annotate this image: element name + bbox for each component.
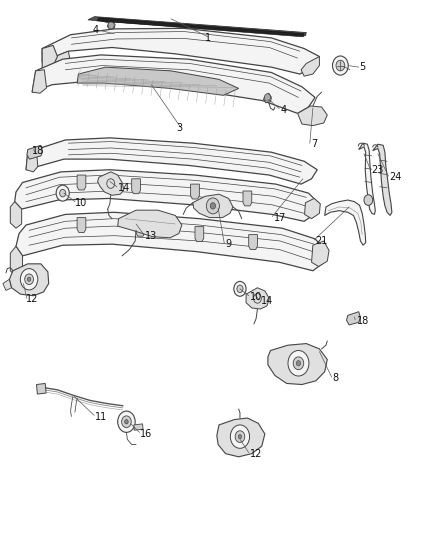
Text: 5: 5 — [359, 62, 365, 72]
Text: 4: 4 — [93, 25, 99, 35]
Circle shape — [238, 434, 242, 439]
Polygon shape — [42, 51, 70, 68]
Text: 14: 14 — [261, 296, 273, 306]
Polygon shape — [195, 227, 204, 241]
Polygon shape — [77, 175, 86, 190]
Polygon shape — [26, 151, 38, 172]
Polygon shape — [26, 138, 317, 184]
Polygon shape — [217, 418, 265, 457]
Polygon shape — [132, 179, 141, 193]
Polygon shape — [16, 212, 327, 271]
Text: 4: 4 — [280, 104, 286, 115]
Polygon shape — [11, 246, 22, 276]
Polygon shape — [97, 18, 304, 37]
Text: 9: 9 — [226, 239, 232, 249]
Circle shape — [296, 361, 300, 366]
Polygon shape — [264, 93, 272, 103]
Polygon shape — [107, 21, 115, 29]
Circle shape — [125, 419, 128, 424]
Circle shape — [237, 285, 243, 293]
Circle shape — [364, 195, 373, 205]
Circle shape — [293, 357, 304, 369]
Polygon shape — [249, 235, 258, 249]
Polygon shape — [118, 210, 182, 238]
Text: 7: 7 — [311, 139, 317, 149]
Polygon shape — [134, 424, 143, 430]
Polygon shape — [297, 106, 327, 126]
Text: 10: 10 — [250, 292, 262, 302]
Text: 18: 18 — [357, 316, 369, 326]
Text: 17: 17 — [274, 213, 286, 223]
Polygon shape — [14, 169, 319, 221]
Circle shape — [230, 425, 250, 448]
Polygon shape — [10, 264, 49, 296]
Polygon shape — [136, 221, 145, 236]
Text: 21: 21 — [315, 236, 328, 246]
Text: 3: 3 — [177, 123, 183, 133]
Polygon shape — [246, 288, 269, 309]
Circle shape — [265, 94, 271, 101]
Polygon shape — [36, 383, 46, 394]
Text: 1: 1 — [205, 33, 211, 43]
Circle shape — [60, 189, 66, 197]
Polygon shape — [32, 70, 46, 93]
Polygon shape — [325, 200, 366, 245]
Polygon shape — [42, 45, 57, 71]
Polygon shape — [27, 146, 42, 159]
Text: 24: 24 — [389, 172, 402, 182]
Circle shape — [56, 185, 69, 201]
Polygon shape — [346, 312, 360, 325]
Polygon shape — [193, 194, 233, 217]
Text: 12: 12 — [250, 449, 262, 458]
Polygon shape — [359, 143, 375, 214]
Circle shape — [234, 281, 246, 296]
Text: 14: 14 — [118, 183, 130, 193]
Circle shape — [288, 351, 309, 376]
Polygon shape — [3, 279, 12, 290]
Polygon shape — [304, 198, 320, 219]
Text: 10: 10 — [75, 198, 87, 208]
Polygon shape — [311, 241, 329, 266]
Circle shape — [108, 21, 114, 29]
Polygon shape — [77, 67, 239, 95]
Polygon shape — [32, 55, 315, 114]
Polygon shape — [11, 201, 21, 228]
Polygon shape — [77, 217, 86, 232]
Text: 16: 16 — [141, 429, 153, 439]
Polygon shape — [191, 184, 199, 199]
Polygon shape — [268, 344, 327, 384]
Polygon shape — [98, 172, 124, 195]
Circle shape — [27, 277, 31, 281]
Text: 23: 23 — [371, 165, 383, 175]
Polygon shape — [373, 144, 392, 215]
Circle shape — [235, 431, 245, 442]
Circle shape — [206, 198, 219, 214]
Circle shape — [210, 203, 215, 209]
Polygon shape — [301, 56, 319, 76]
Text: 18: 18 — [32, 146, 44, 156]
Polygon shape — [243, 191, 252, 206]
Polygon shape — [88, 17, 306, 36]
Text: 13: 13 — [145, 231, 157, 241]
Circle shape — [20, 269, 38, 290]
Circle shape — [118, 411, 135, 432]
Text: 11: 11 — [95, 412, 107, 422]
Text: 12: 12 — [26, 294, 39, 304]
Polygon shape — [42, 28, 319, 74]
Circle shape — [122, 416, 131, 427]
Circle shape — [25, 274, 33, 285]
Circle shape — [332, 56, 348, 75]
Text: 8: 8 — [332, 373, 339, 383]
Circle shape — [336, 60, 345, 71]
